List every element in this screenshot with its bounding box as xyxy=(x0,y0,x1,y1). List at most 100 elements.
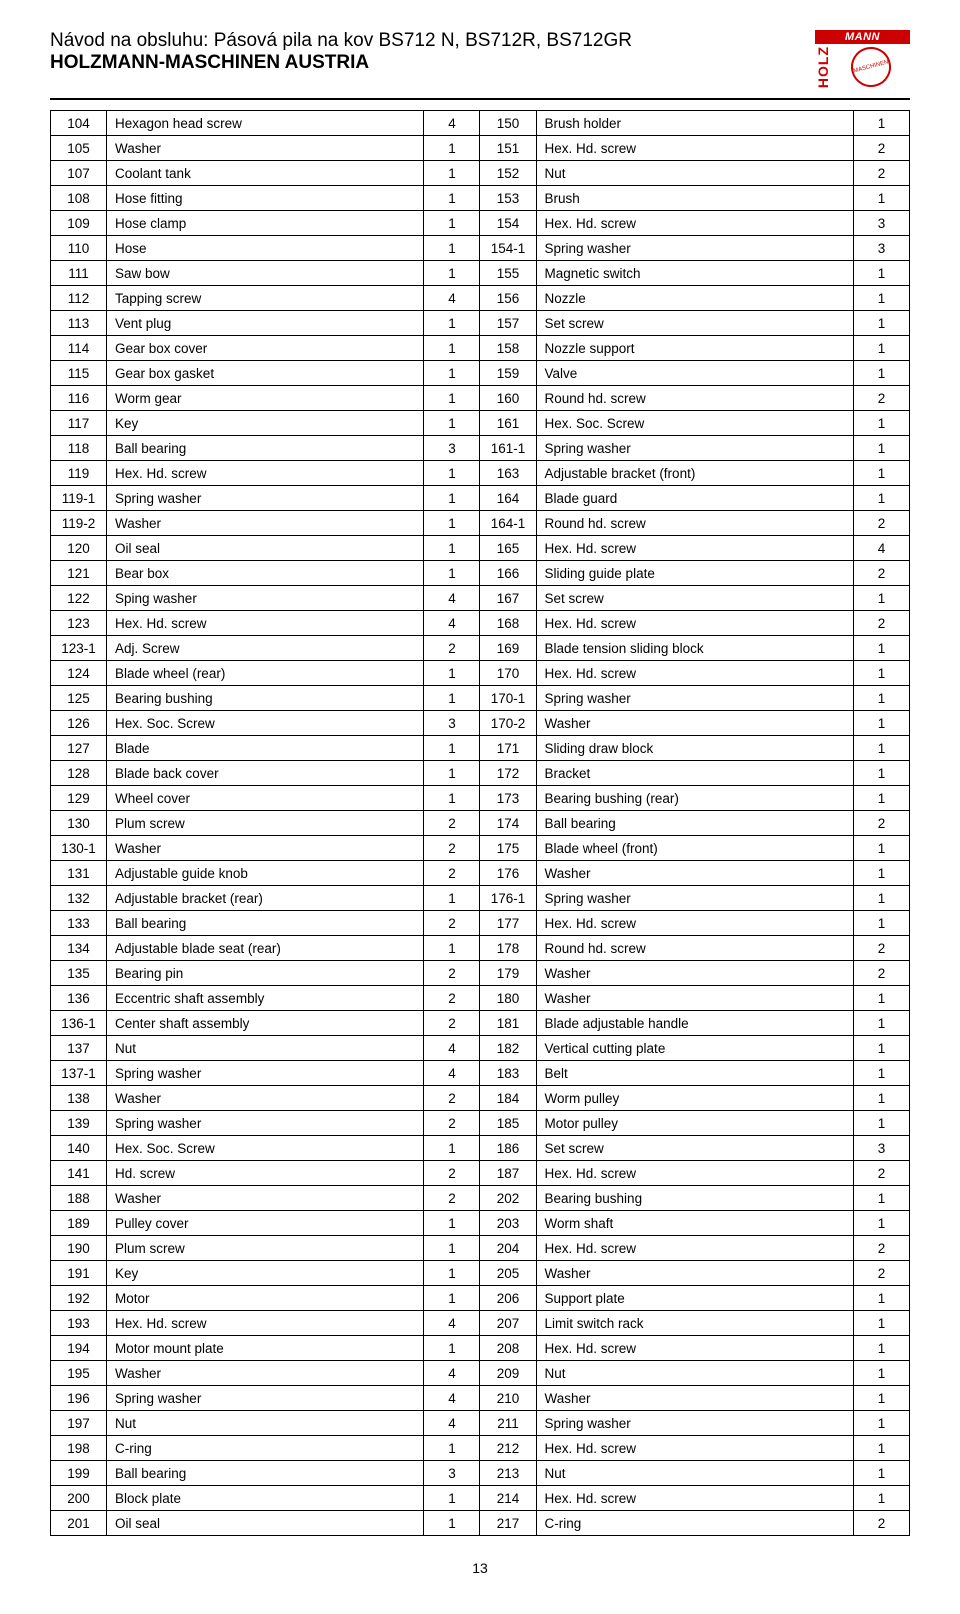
part-desc-left: Blade wheel (rear) xyxy=(107,661,424,686)
part-qty-left: 1 xyxy=(424,386,480,411)
part-qty-left: 4 xyxy=(424,611,480,636)
part-number-left: 201 xyxy=(51,1511,107,1536)
part-qty-left: 1 xyxy=(424,211,480,236)
part-number-right: 211 xyxy=(480,1411,536,1436)
part-number-right: 182 xyxy=(480,1036,536,1061)
table-row: 196Spring washer4210Washer1 xyxy=(51,1386,910,1411)
part-desc-left: Worm gear xyxy=(107,386,424,411)
part-number-left: 109 xyxy=(51,211,107,236)
part-number-right: 151 xyxy=(480,136,536,161)
part-number-left: 124 xyxy=(51,661,107,686)
part-number-left: 136 xyxy=(51,986,107,1011)
part-number-right: 156 xyxy=(480,286,536,311)
part-qty-right: 1 xyxy=(853,311,909,336)
part-number-right: 171 xyxy=(480,736,536,761)
part-number-right: 161 xyxy=(480,411,536,436)
part-desc-right: Nut xyxy=(536,1461,853,1486)
logo-brand-top: MANN xyxy=(815,30,910,44)
part-number-right: 210 xyxy=(480,1386,536,1411)
table-row: 133Ball bearing2177Hex. Hd. screw1 xyxy=(51,911,910,936)
part-desc-left: Washer xyxy=(107,1361,424,1386)
part-number-left: 141 xyxy=(51,1161,107,1186)
part-number-right: 164 xyxy=(480,486,536,511)
part-qty-right: 1 xyxy=(853,836,909,861)
part-number-right: 170-2 xyxy=(480,711,536,736)
part-desc-left: Pulley cover xyxy=(107,1211,424,1236)
part-desc-right: Hex. Hd. screw xyxy=(536,911,853,936)
part-qty-left: 1 xyxy=(424,1236,480,1261)
logo-brand-side: HOLZ xyxy=(815,44,831,90)
part-desc-right: Hex. Hd. screw xyxy=(536,211,853,236)
part-desc-left: Motor mount plate xyxy=(107,1336,424,1361)
part-qty-right: 1 xyxy=(853,986,909,1011)
part-desc-left: Key xyxy=(107,411,424,436)
part-qty-left: 2 xyxy=(424,961,480,986)
part-desc-left: Hex. Soc. Screw xyxy=(107,1136,424,1161)
part-qty-right: 1 xyxy=(853,1386,909,1411)
part-qty-right: 1 xyxy=(853,1211,909,1236)
table-row: 136-1Center shaft assembly2181Blade adju… xyxy=(51,1011,910,1036)
part-qty-left: 2 xyxy=(424,1086,480,1111)
table-row: 132Adjustable bracket (rear)1176-1Spring… xyxy=(51,886,910,911)
part-desc-right: Ball bearing xyxy=(536,811,853,836)
logo-seal: MASCHINEN xyxy=(831,44,910,90)
table-row: 125Bearing bushing1170-1Spring washer1 xyxy=(51,686,910,711)
part-qty-left: 1 xyxy=(424,936,480,961)
part-qty-right: 1 xyxy=(853,1361,909,1386)
table-row: 193Hex. Hd. screw4207Limit switch rack1 xyxy=(51,1311,910,1336)
table-row: 201Oil seal1217C-ring2 xyxy=(51,1511,910,1536)
part-number-right: 170 xyxy=(480,661,536,686)
part-qty-left: 2 xyxy=(424,636,480,661)
part-qty-right: 1 xyxy=(853,1086,909,1111)
part-number-right: 166 xyxy=(480,561,536,586)
part-desc-right: Hex. Hd. screw xyxy=(536,1486,853,1511)
part-qty-right: 2 xyxy=(853,561,909,586)
part-qty-right: 1 xyxy=(853,1011,909,1036)
part-number-right: 159 xyxy=(480,361,536,386)
part-qty-left: 1 xyxy=(424,1211,480,1236)
part-number-left: 131 xyxy=(51,861,107,886)
part-number-left: 104 xyxy=(51,111,107,136)
part-desc-left: Motor xyxy=(107,1286,424,1311)
part-desc-right: Valve xyxy=(536,361,853,386)
part-number-left: 139 xyxy=(51,1111,107,1136)
part-qty-right: 1 xyxy=(853,336,909,361)
part-desc-right: Spring washer xyxy=(536,1411,853,1436)
part-qty-right: 1 xyxy=(853,1486,909,1511)
part-number-left: 188 xyxy=(51,1186,107,1211)
part-number-right: 163 xyxy=(480,461,536,486)
part-number-left: 119-2 xyxy=(51,511,107,536)
part-number-right: 177 xyxy=(480,911,536,936)
part-number-right: 214 xyxy=(480,1486,536,1511)
part-number-left: 118 xyxy=(51,436,107,461)
part-desc-left: Saw bow xyxy=(107,261,424,286)
part-number-left: 120 xyxy=(51,536,107,561)
table-row: 137-1Spring washer4183Belt1 xyxy=(51,1061,910,1086)
part-qty-right: 1 xyxy=(853,1411,909,1436)
part-number-left: 119-1 xyxy=(51,486,107,511)
part-desc-left: Blade back cover xyxy=(107,761,424,786)
part-qty-left: 1 xyxy=(424,1286,480,1311)
part-desc-right: Nut xyxy=(536,1361,853,1386)
part-number-right: 183 xyxy=(480,1061,536,1086)
part-desc-left: Gear box gasket xyxy=(107,361,424,386)
table-row: 120Oil seal1165Hex. Hd. screw4 xyxy=(51,536,910,561)
part-number-right: 169 xyxy=(480,636,536,661)
table-row: 116Worm gear1160Round hd. screw2 xyxy=(51,386,910,411)
part-qty-left: 2 xyxy=(424,911,480,936)
part-number-right: 152 xyxy=(480,161,536,186)
table-row: 108Hose fitting1153Brush1 xyxy=(51,186,910,211)
part-qty-right: 3 xyxy=(853,236,909,261)
part-qty-right: 1 xyxy=(853,361,909,386)
part-number-right: 154-1 xyxy=(480,236,536,261)
part-qty-left: 1 xyxy=(424,161,480,186)
part-qty-left: 1 xyxy=(424,511,480,536)
part-desc-right: Round hd. screw xyxy=(536,386,853,411)
part-number-right: 205 xyxy=(480,1261,536,1286)
part-desc-left: Tapping screw xyxy=(107,286,424,311)
part-number-left: 140 xyxy=(51,1136,107,1161)
part-qty-left: 1 xyxy=(424,311,480,336)
table-row: 119Hex. Hd. screw1163Adjustable bracket … xyxy=(51,461,910,486)
part-desc-left: Hose fitting xyxy=(107,186,424,211)
table-row: 122Sping washer4167Set screw1 xyxy=(51,586,910,611)
